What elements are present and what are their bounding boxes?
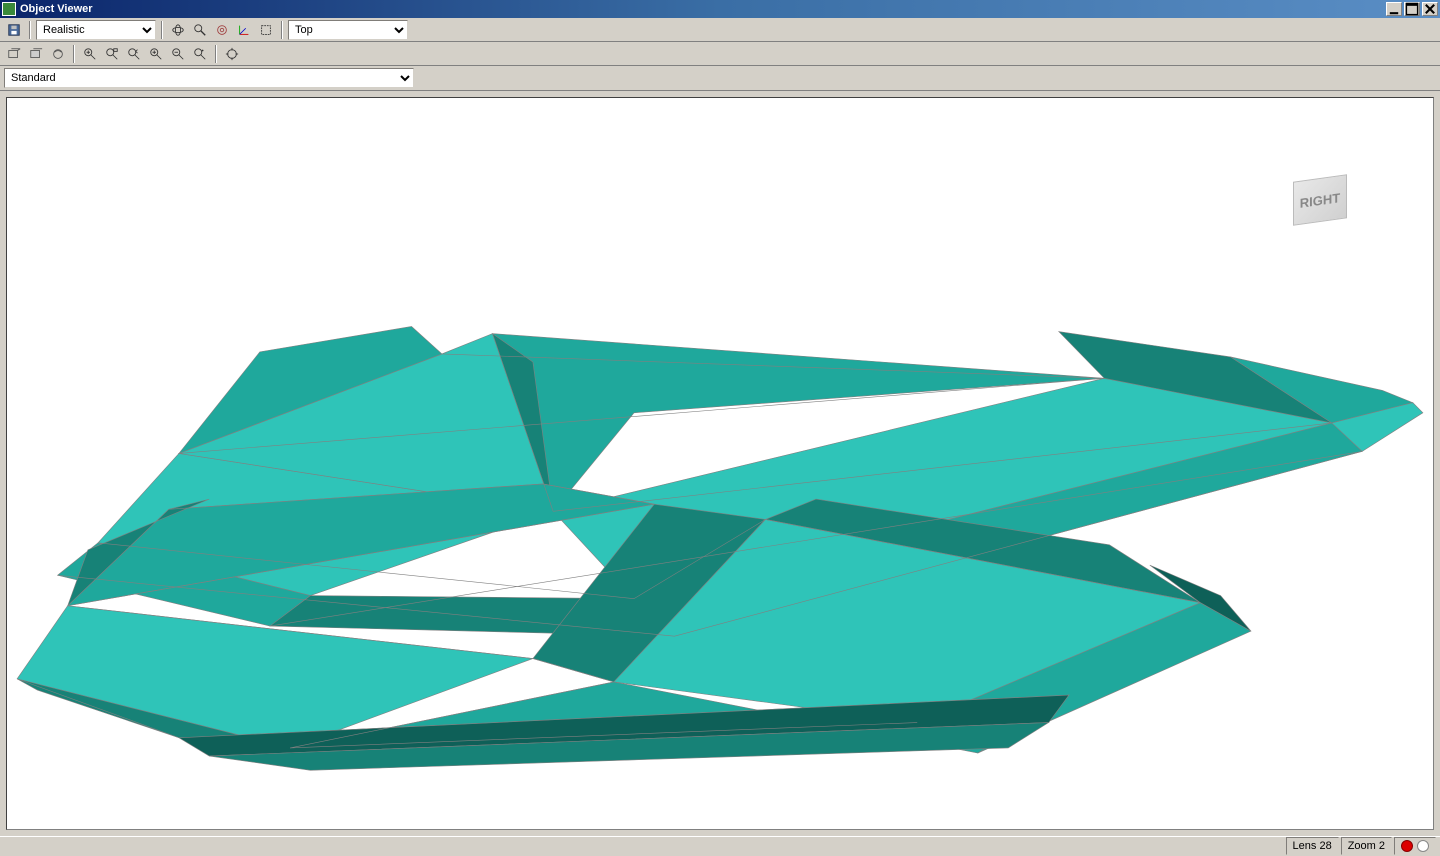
toolbar-2 <box>0 42 1440 66</box>
status-lens: Lens 28 <box>1286 837 1339 855</box>
target-icon[interactable] <box>222 44 242 64</box>
save-button[interactable] <box>4 20 24 40</box>
ucs-icon[interactable] <box>234 20 254 40</box>
zoom-previous-icon[interactable] <box>124 44 144 64</box>
zoom-extents-icon[interactable] <box>80 44 100 64</box>
viewport-wrap: RIGHT <box>6 97 1434 830</box>
pan-icon[interactable] <box>212 20 232 40</box>
viewport[interactable]: RIGHT <box>6 97 1434 830</box>
view-box2-icon[interactable] <box>26 44 46 64</box>
zoom-out-icon[interactable] <box>168 44 188 64</box>
status-light-red-icon <box>1401 840 1413 852</box>
selection-icon[interactable] <box>256 20 276 40</box>
orbit-icon[interactable] <box>168 20 188 40</box>
layer-select[interactable]: Standard <box>4 68 414 88</box>
window-buttons <box>1384 2 1438 16</box>
status-lights <box>1394 837 1436 855</box>
zoom-in-icon[interactable] <box>146 44 166 64</box>
status-light-off-icon <box>1417 840 1429 852</box>
window-title: Object Viewer <box>20 3 1384 15</box>
toolbar-1: RealisticShadedWireframeHidden TopFrontL… <box>0 18 1440 42</box>
zoom-icon[interactable] <box>190 20 210 40</box>
view-select[interactable]: TopFrontLeftRightBackBottomSW IsoSE IsoN… <box>288 20 408 40</box>
status-bar: Lens 28 Zoom 2 <box>0 836 1440 856</box>
view-box1-icon[interactable] <box>4 44 24 64</box>
viewcube-face[interactable]: RIGHT <box>1293 174 1347 226</box>
model-render <box>7 98 1433 829</box>
viewcube-label: RIGHT <box>1300 189 1340 210</box>
title-bar: Object Viewer <box>0 0 1440 18</box>
zoom-realtime-icon[interactable] <box>190 44 210 64</box>
render-mode-select[interactable]: RealisticShadedWireframeHidden <box>36 20 156 40</box>
minimize-button[interactable] <box>1386 2 1402 16</box>
maximize-button[interactable] <box>1404 2 1420 16</box>
zoom-window-icon[interactable] <box>102 44 122 64</box>
status-zoom: Zoom 2 <box>1341 837 1392 855</box>
close-button[interactable] <box>1422 2 1438 16</box>
layer-row: Standard <box>0 66 1440 90</box>
app-icon <box>2 2 16 16</box>
viewcube[interactable]: RIGHT <box>1293 178 1373 238</box>
view-orbit-icon[interactable] <box>48 44 68 64</box>
